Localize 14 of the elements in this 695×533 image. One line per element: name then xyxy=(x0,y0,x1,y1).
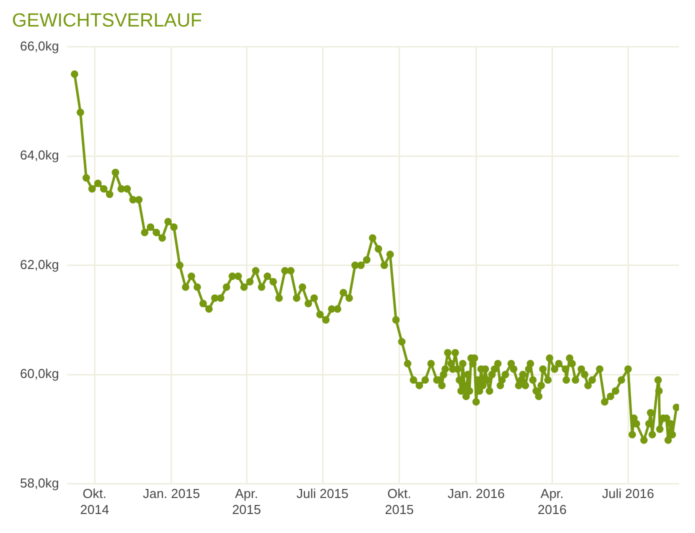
y-tick-label: 64,0kg xyxy=(20,148,60,163)
y-tick-label: 60,0kg xyxy=(20,366,60,382)
x-tick-label: Juli 2015 xyxy=(296,486,349,502)
x-tick-label: Okt. 2014 xyxy=(80,486,110,517)
x-tick-label: Apr. 2016 xyxy=(538,486,567,517)
y-tick-label: 62,0kg xyxy=(20,256,60,272)
x-tick-label: Jan. 2015 xyxy=(142,486,200,502)
chart-title: GEWICHTSVERLAUF xyxy=(12,10,202,32)
x-tick-label: Juli 2016 xyxy=(602,486,654,502)
y-tick-label: 66,0kg xyxy=(20,38,60,54)
x-tick-label: Apr. 2015 xyxy=(232,486,261,517)
y-tick-label: 58,0kg xyxy=(20,475,60,490)
x-tick-label: Jan. 2016 xyxy=(448,486,505,502)
x-tick-label: Okt. 2015 xyxy=(384,486,414,517)
